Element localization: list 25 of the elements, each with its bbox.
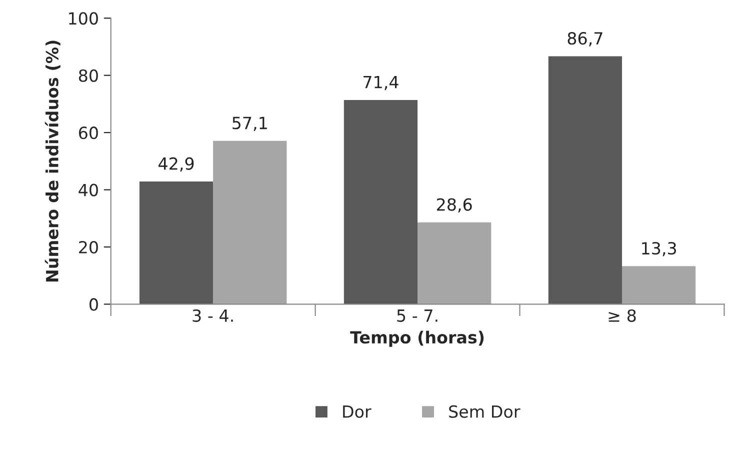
x-tick-label: 5 - 7. <box>397 310 438 322</box>
x-axis-title: Tempo (horas) <box>350 330 484 347</box>
data-label: 13,3 <box>642 242 676 256</box>
legend-label: Dor <box>343 406 372 418</box>
bar <box>548 56 622 304</box>
bar <box>622 266 696 304</box>
y-tick-label: 100 <box>69 12 98 25</box>
y-tick-label: 60 <box>79 126 98 140</box>
data-label: 57,1 <box>232 116 267 131</box>
legend-label: Sem Dor <box>449 405 520 418</box>
bar <box>213 140 287 304</box>
y-tick-label: 80 <box>78 69 98 82</box>
bar <box>139 181 214 304</box>
x-tick-label: ≥ 8 <box>608 309 636 322</box>
data-label: 86,7 <box>568 32 602 46</box>
y-tick-label: 0 <box>90 298 98 311</box>
x-tick-label: 3 - 4. <box>192 309 233 322</box>
bar <box>344 100 418 304</box>
y-axis-title: Número de indivíduos (%) <box>44 40 60 282</box>
data-label: 42,9 <box>158 157 194 172</box>
y-tick-label: 20 <box>79 240 98 254</box>
data-label: 28,6 <box>437 198 472 213</box>
y-tick-label: 40 <box>78 184 98 196</box>
data-label: 71,4 <box>364 76 398 90</box>
bar <box>418 222 492 304</box>
